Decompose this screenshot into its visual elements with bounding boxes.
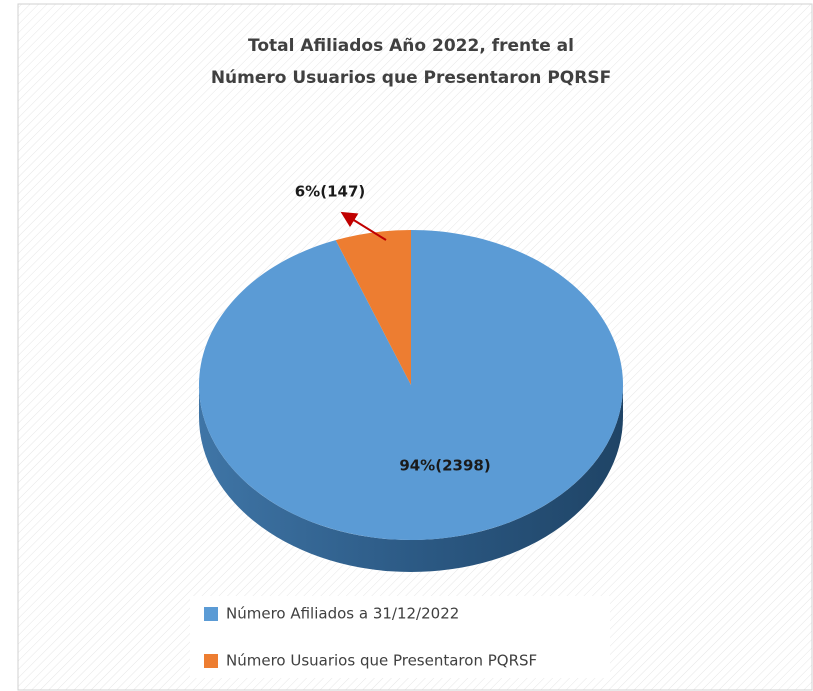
legend-background xyxy=(190,596,610,678)
chart-title: Total Afiliados Año 2022, frente al xyxy=(248,36,574,56)
pie: 94%(2398) 6%(147) xyxy=(198,183,623,572)
legend-swatch xyxy=(204,654,218,668)
data-label: 94%(2398) xyxy=(399,457,490,475)
legend: Número Afiliados a 31/12/2022 Número Usua… xyxy=(204,605,537,670)
pie-slice xyxy=(335,230,411,385)
pie-side xyxy=(199,385,623,572)
label-arrow xyxy=(340,211,387,241)
legend-label: Número Usuarios que Presentaron PQRSF xyxy=(226,652,537,670)
chart-title: Número Usuarios que Presentaron PQRSF xyxy=(211,68,611,88)
legend-swatch xyxy=(204,607,218,621)
pie-slice xyxy=(198,230,623,540)
data-label: 6%(147) xyxy=(295,183,366,201)
legend-label: Número Afiliados a 31/12/2022 xyxy=(226,605,459,623)
